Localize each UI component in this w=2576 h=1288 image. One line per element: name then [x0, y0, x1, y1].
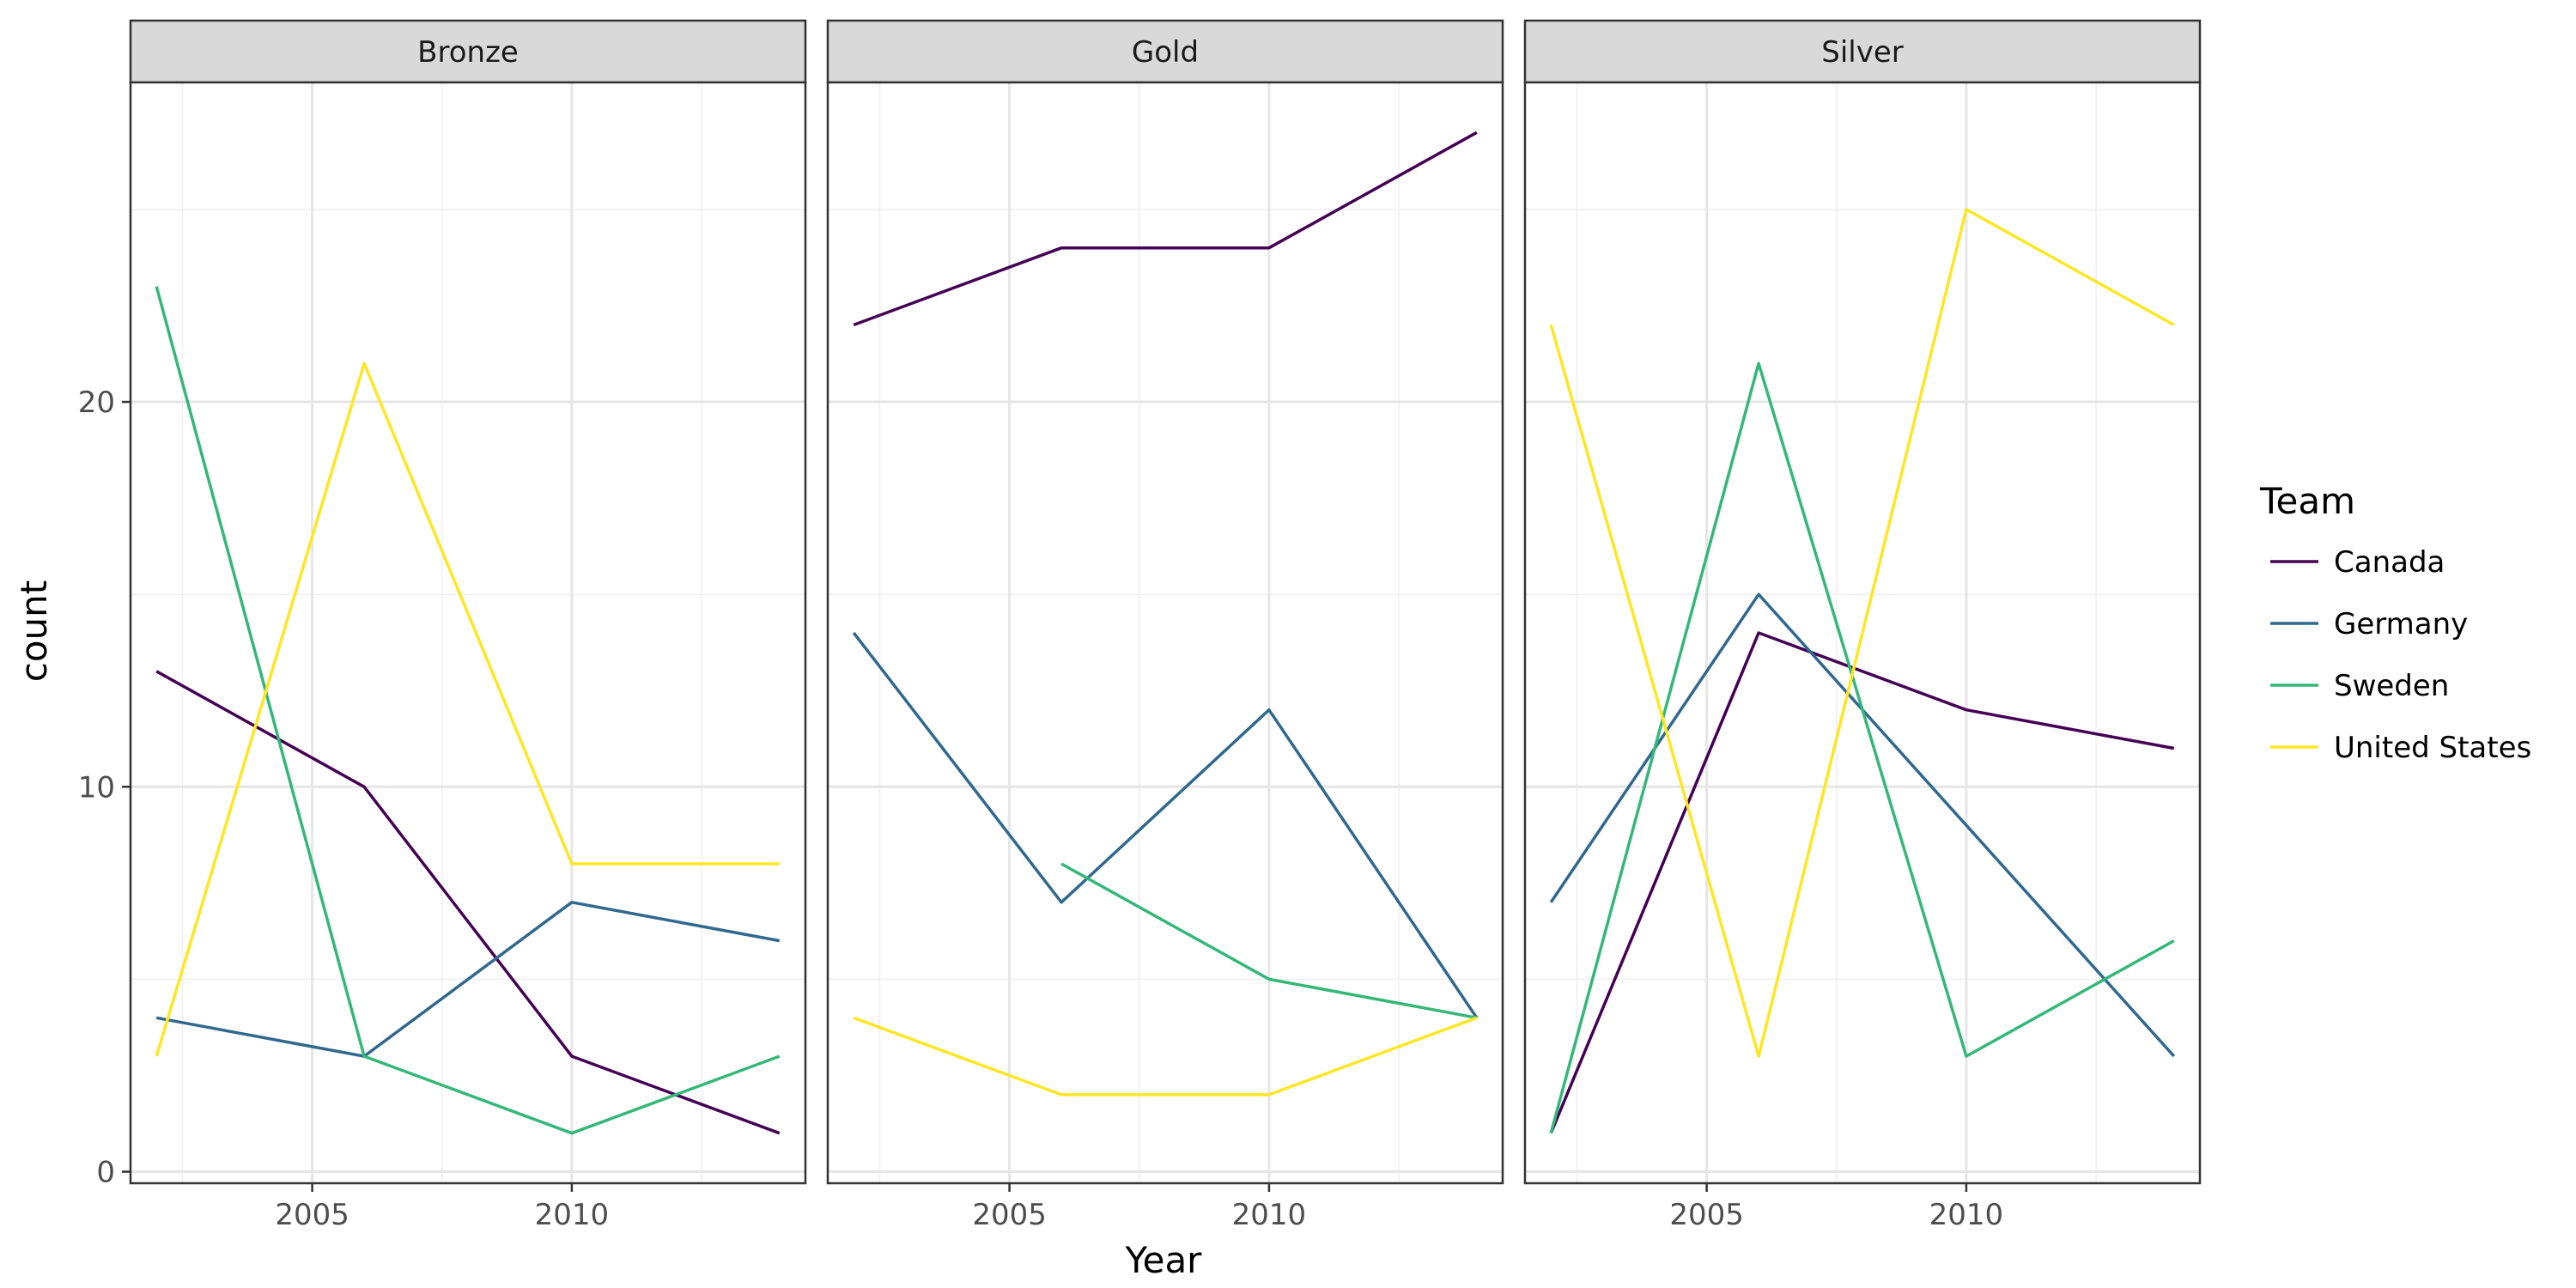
panel-border — [826, 81, 1504, 1185]
x-tick-label: 2010 — [1929, 1198, 2004, 1232]
y-tick-label: 0 — [96, 1156, 115, 1190]
facet-strip-label: Silver — [1821, 35, 1904, 70]
series-line-canada — [1549, 631, 2175, 1134]
panel-background — [131, 82, 805, 1183]
panel-silver: Silver 2005 2010 — [1523, 19, 2202, 1232]
panel-gold: Gold 2005 2010 — [826, 19, 1504, 1232]
legend-title: Team — [2259, 480, 2355, 522]
legend-label: Sweden — [2334, 669, 2449, 703]
facet-strip — [826, 19, 1504, 84]
panel-bronze: Bronze 2005 2010 0 10 20 — [78, 19, 807, 1232]
facet-strip — [129, 19, 807, 84]
legend-item-united-states: United States — [2270, 731, 2531, 765]
facet-strip-label: Bronze — [417, 35, 519, 70]
panel-border — [129, 81, 807, 1185]
legend-item-germany: Germany — [2270, 607, 2468, 641]
facet-strip — [1523, 19, 2202, 84]
x-axis-title: Year — [1125, 1239, 1203, 1281]
y-axis-title: count — [13, 580, 55, 683]
x-tick-label: 2005 — [1669, 1198, 1744, 1232]
facet-strip-label: Gold — [1132, 35, 1199, 70]
series-line-canada — [853, 131, 1478, 327]
series-line-united-states — [853, 1016, 1478, 1097]
y-tick-label: 20 — [78, 386, 115, 420]
legend-label: United States — [2334, 731, 2531, 765]
series-line-sweden — [155, 286, 781, 1135]
series-line-germany — [155, 901, 781, 1058]
x-tick-label: 2010 — [1232, 1198, 1307, 1232]
legend-label: Canada — [2334, 545, 2445, 580]
legend-label: Germany — [2334, 607, 2468, 641]
panel-border — [1523, 81, 2202, 1185]
series-line-sweden — [1060, 862, 1478, 1020]
x-tick-label: 2010 — [535, 1198, 610, 1232]
legend: Team Canada Germany Sweden United States — [2259, 480, 2531, 765]
legend-item-canada: Canada — [2270, 545, 2445, 580]
series-line-sweden — [1549, 361, 2175, 1134]
series-line-germany — [852, 631, 1479, 1019]
x-tick-label: 2005 — [275, 1198, 349, 1232]
facet-panels: Bronze 2005 2010 0 10 20 Gold 2005 2010 Silver 200… — [78, 19, 2202, 1232]
x-tick-label: 2005 — [972, 1198, 1047, 1232]
series-line-united-states — [1549, 208, 2175, 1058]
y-tick-label: 10 — [78, 770, 115, 805]
series-line-united-states — [155, 361, 780, 1057]
panel-background — [828, 82, 1503, 1183]
legend-item-sweden: Sweden — [2270, 669, 2449, 703]
